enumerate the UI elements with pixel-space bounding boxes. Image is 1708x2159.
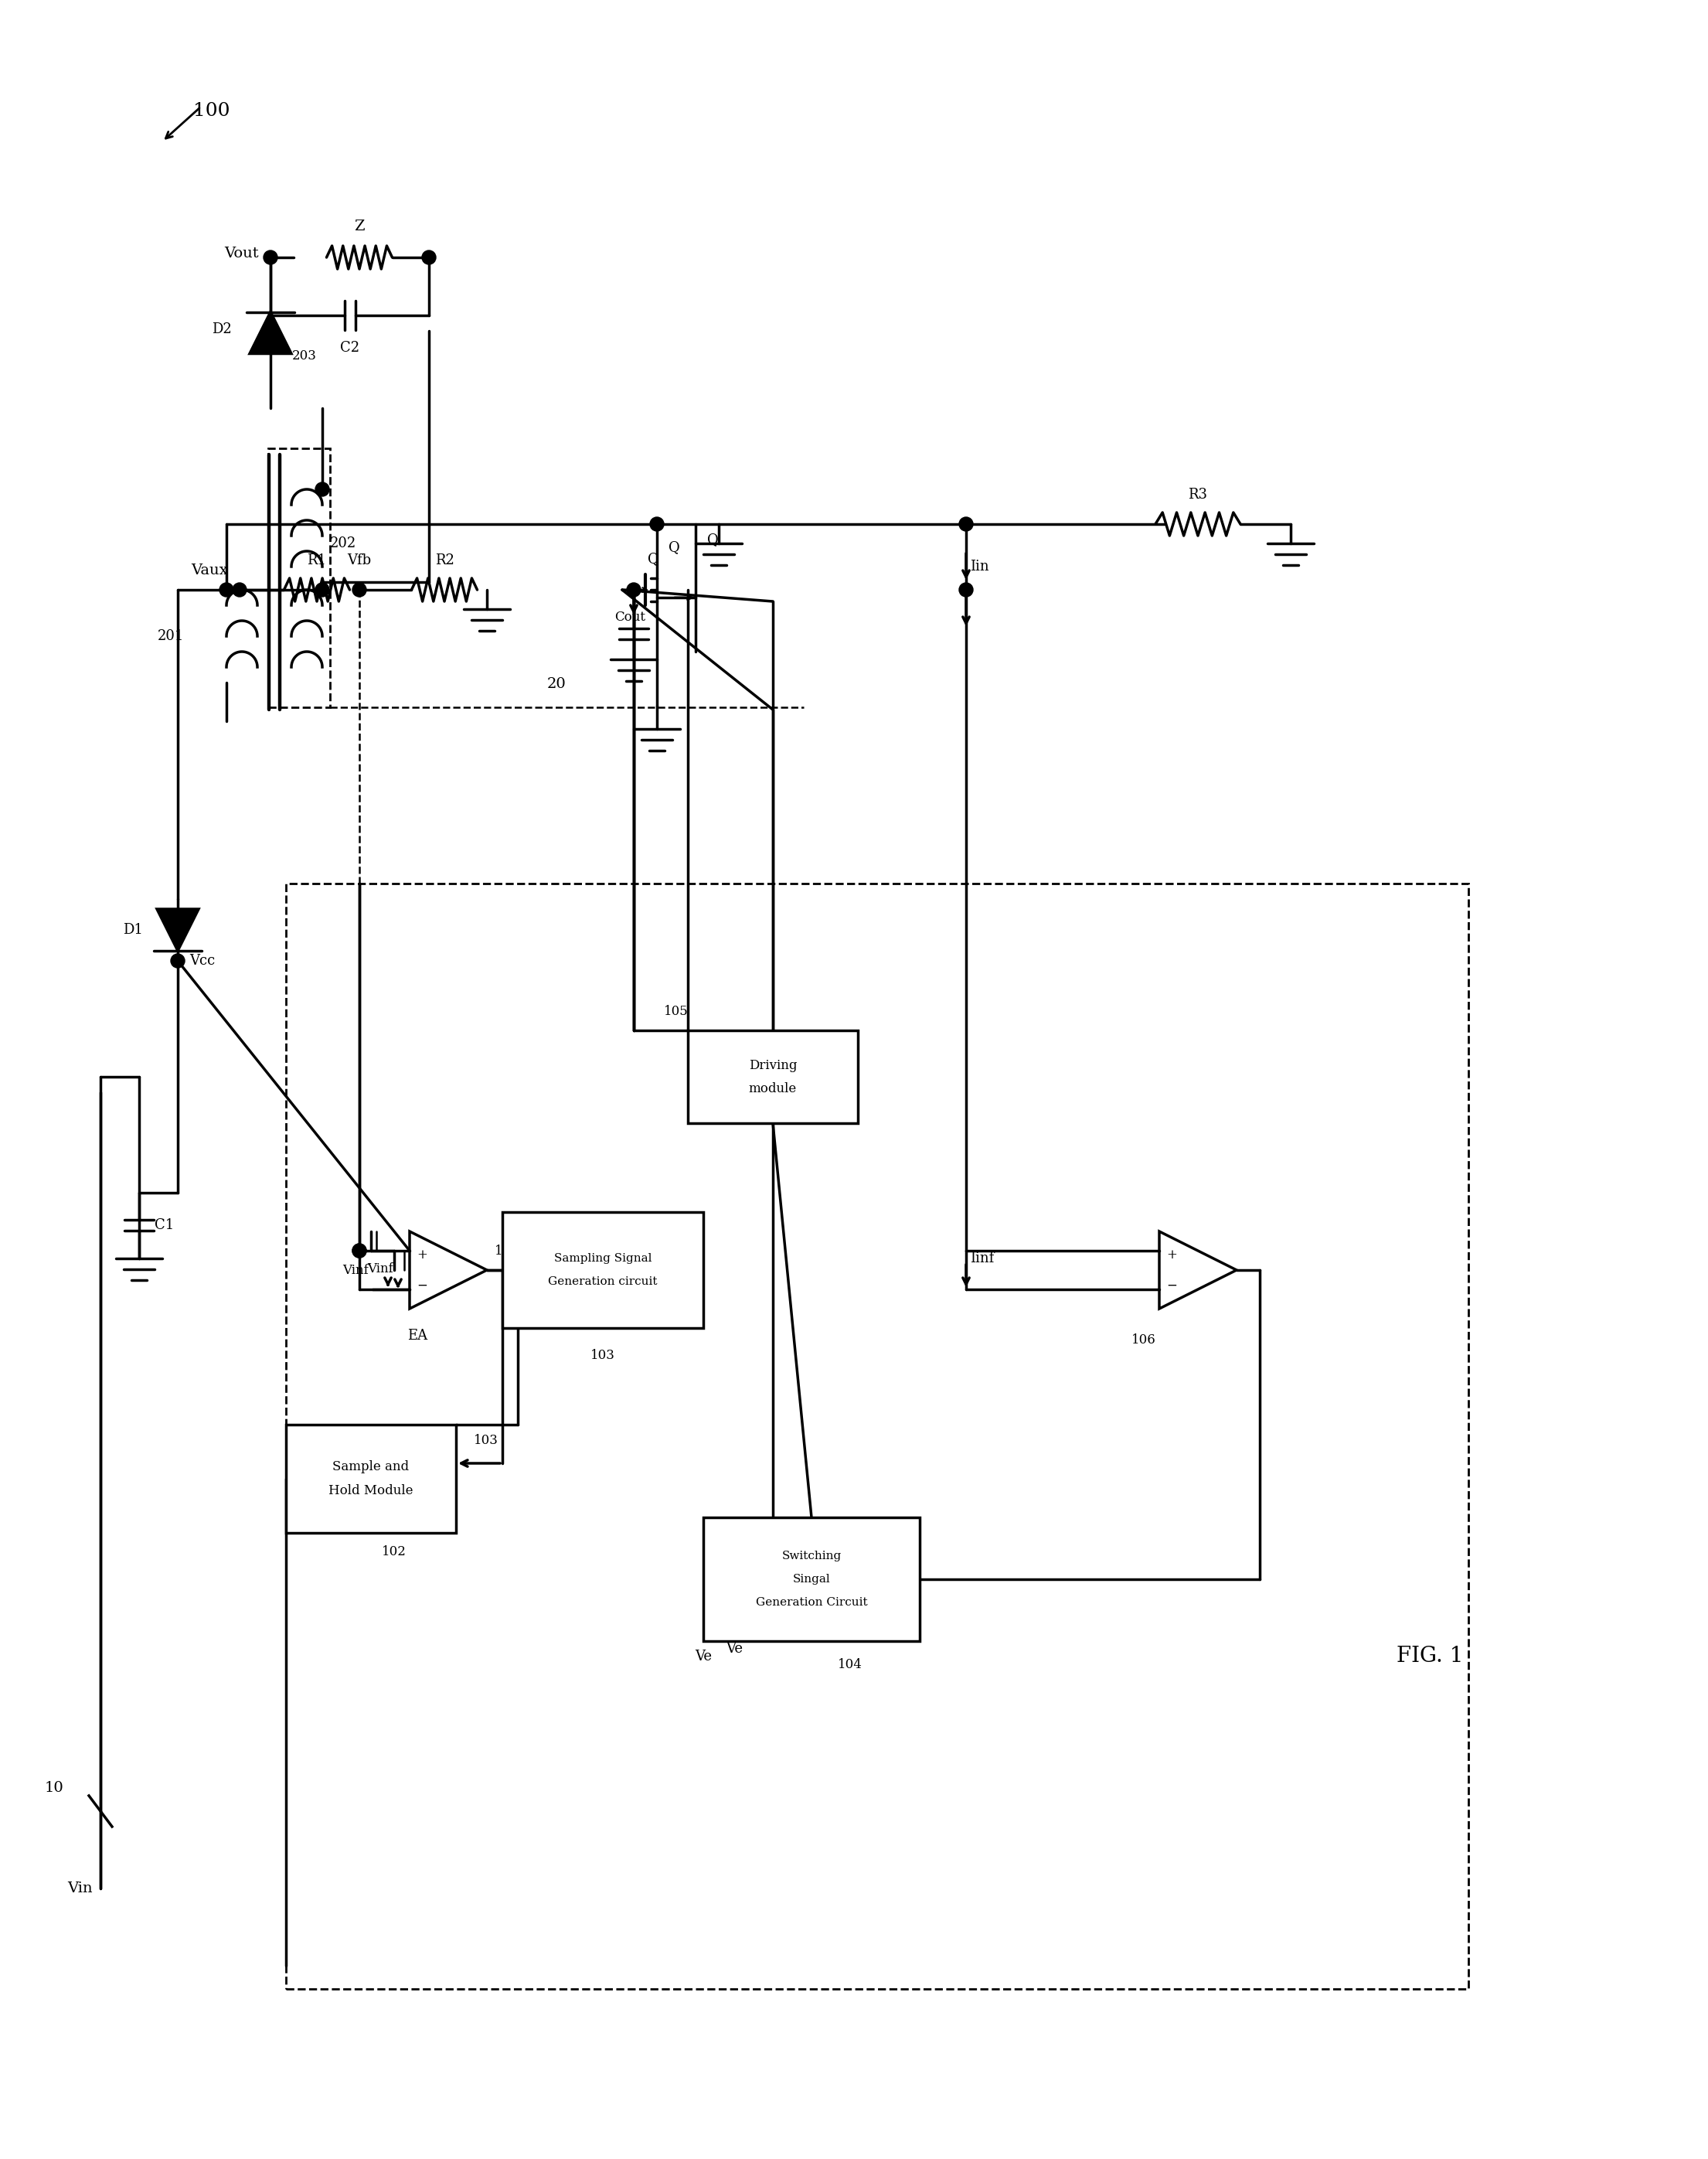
- Text: module: module: [748, 1082, 798, 1095]
- Text: Generation Circuit: Generation Circuit: [755, 1598, 868, 1608]
- Text: 103: 103: [473, 1434, 499, 1447]
- Text: 20: 20: [547, 678, 565, 691]
- Circle shape: [232, 583, 246, 596]
- FancyBboxPatch shape: [704, 1518, 919, 1641]
- FancyBboxPatch shape: [285, 1425, 456, 1533]
- Text: 104: 104: [839, 1658, 863, 1671]
- Polygon shape: [157, 909, 198, 950]
- Circle shape: [352, 1244, 366, 1259]
- Text: Vcc: Vcc: [190, 954, 215, 967]
- Text: 203: 203: [292, 350, 316, 363]
- FancyBboxPatch shape: [502, 1211, 704, 1328]
- Text: D2: D2: [212, 322, 232, 337]
- Text: 102: 102: [383, 1546, 407, 1559]
- Circle shape: [220, 583, 234, 596]
- Text: R3: R3: [1189, 488, 1208, 501]
- Circle shape: [651, 518, 664, 531]
- Text: Vfb: Vfb: [347, 553, 371, 568]
- Text: Driving: Driving: [748, 1058, 798, 1071]
- Text: 103: 103: [591, 1349, 615, 1362]
- Circle shape: [352, 583, 366, 596]
- Text: +: +: [417, 1248, 427, 1261]
- Circle shape: [352, 1244, 366, 1259]
- Text: Singal: Singal: [793, 1574, 830, 1585]
- Text: C2: C2: [340, 341, 359, 354]
- Text: Sampling Signal: Sampling Signal: [553, 1252, 652, 1263]
- Text: C1: C1: [154, 1218, 174, 1233]
- Text: FIG. 1: FIG. 1: [1397, 1645, 1464, 1667]
- Text: Switching: Switching: [782, 1550, 842, 1561]
- Text: Q: Q: [707, 533, 719, 546]
- FancyBboxPatch shape: [688, 1030, 857, 1123]
- Text: R1: R1: [307, 553, 326, 568]
- Text: 201: 201: [157, 628, 184, 643]
- Text: −: −: [417, 1278, 427, 1291]
- Circle shape: [316, 583, 330, 596]
- Circle shape: [263, 250, 277, 263]
- Text: Vaux: Vaux: [191, 563, 227, 576]
- Text: Ve: Ve: [726, 1641, 743, 1656]
- Circle shape: [960, 518, 974, 531]
- Text: 100: 100: [193, 101, 231, 119]
- Text: Iinf: Iinf: [970, 1252, 994, 1265]
- Circle shape: [422, 250, 436, 263]
- Text: D1: D1: [123, 922, 143, 937]
- Text: R2: R2: [436, 553, 454, 568]
- Text: EA: EA: [407, 1328, 427, 1343]
- Text: Vout: Vout: [224, 246, 260, 261]
- Text: Hold Module: Hold Module: [328, 1483, 413, 1496]
- Text: Generation circuit: Generation circuit: [548, 1276, 658, 1287]
- Circle shape: [960, 583, 974, 596]
- Text: Vin: Vin: [68, 1880, 92, 1896]
- Text: 105: 105: [664, 1004, 688, 1017]
- Text: 101: 101: [495, 1244, 519, 1257]
- Text: 106: 106: [1131, 1332, 1156, 1347]
- Circle shape: [171, 954, 184, 967]
- Text: Vinf: Vinf: [367, 1261, 393, 1276]
- Text: Vinf: Vinf: [343, 1263, 369, 1276]
- Text: Ve: Ve: [695, 1649, 712, 1662]
- Text: +: +: [1167, 1248, 1177, 1261]
- Text: −: −: [1167, 1278, 1177, 1291]
- Text: Z: Z: [354, 220, 364, 233]
- Text: Iin: Iin: [970, 559, 989, 574]
- Circle shape: [627, 583, 640, 596]
- Text: 202: 202: [330, 535, 357, 551]
- Polygon shape: [249, 311, 292, 354]
- Text: 10: 10: [44, 1781, 63, 1794]
- Circle shape: [316, 481, 330, 497]
- Text: Cout: Cout: [615, 611, 646, 624]
- Text: Q: Q: [647, 553, 659, 566]
- Text: Q: Q: [668, 540, 680, 555]
- Text: Sample and: Sample and: [333, 1462, 410, 1475]
